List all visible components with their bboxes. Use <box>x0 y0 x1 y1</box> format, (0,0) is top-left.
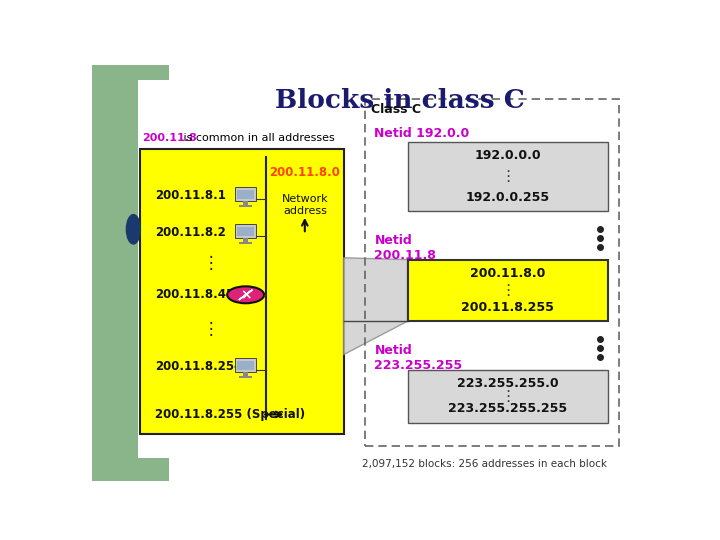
Bar <box>408 260 608 321</box>
Text: Blocks in class C: Blocks in class C <box>275 88 525 113</box>
Text: 200.11.8.0: 200.11.8.0 <box>269 166 341 179</box>
Bar <box>243 201 248 205</box>
Text: 200.11.8.45: 200.11.8.45 <box>155 288 234 301</box>
Text: 192.0.0.0: 192.0.0.0 <box>474 149 541 162</box>
Text: 223.255.255.255: 223.255.255.255 <box>448 402 567 415</box>
Bar <box>237 227 254 236</box>
Bar <box>92 65 168 481</box>
Bar <box>237 361 254 370</box>
Bar <box>235 359 256 372</box>
Text: 223.255.255.0: 223.255.255.0 <box>456 377 559 390</box>
Text: ⋮: ⋮ <box>202 254 220 273</box>
Bar <box>243 372 248 376</box>
Text: 200.11.8.1: 200.11.8.1 <box>155 188 226 201</box>
Text: 200.11.8.255 (Special): 200.11.8.255 (Special) <box>155 408 305 421</box>
Text: 200.11.8.255: 200.11.8.255 <box>462 301 554 314</box>
Text: Netid
223.255.255: Netid 223.255.255 <box>374 345 462 372</box>
Bar <box>235 225 256 238</box>
Text: ×: × <box>240 288 251 302</box>
Bar <box>237 190 254 199</box>
Text: Class C: Class C <box>372 103 421 116</box>
Bar <box>240 205 252 207</box>
Bar <box>140 150 343 434</box>
Text: Netid 192.0.0: Netid 192.0.0 <box>374 127 469 140</box>
Text: Netid
200.11.8: Netid 200.11.8 <box>374 234 436 262</box>
Text: ⋮: ⋮ <box>202 320 220 338</box>
Text: 192.0.0.255: 192.0.0.255 <box>466 191 549 204</box>
Text: Network
address: Network address <box>282 194 328 216</box>
Bar <box>235 187 256 201</box>
Text: 200.11.8: 200.11.8 <box>143 133 197 143</box>
Bar <box>365 99 619 446</box>
Text: ⋮: ⋮ <box>500 389 516 404</box>
Bar <box>243 238 248 242</box>
Text: is common in all addresses: is common in all addresses <box>179 133 334 143</box>
Text: 2,097,152 blocks: 256 addresses in each block: 2,097,152 blocks: 256 addresses in each … <box>362 459 607 469</box>
Text: 200.11.8.2: 200.11.8.2 <box>155 226 226 239</box>
Text: 200.11.8.0: 200.11.8.0 <box>470 267 545 280</box>
Bar <box>408 142 608 211</box>
Bar <box>408 370 608 423</box>
Text: ⋮: ⋮ <box>500 283 516 298</box>
Polygon shape <box>343 258 408 355</box>
Ellipse shape <box>228 286 264 303</box>
Bar <box>240 242 252 245</box>
Bar <box>240 376 252 379</box>
Text: ⋮: ⋮ <box>500 169 516 184</box>
Text: 200.11.8.254: 200.11.8.254 <box>155 360 243 373</box>
Ellipse shape <box>126 214 141 245</box>
